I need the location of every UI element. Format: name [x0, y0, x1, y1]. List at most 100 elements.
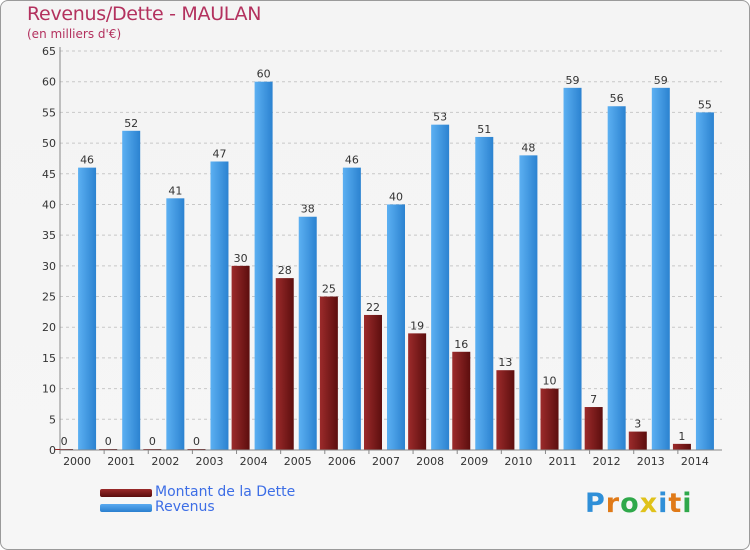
bar-revenus: [342, 167, 361, 450]
bar-revenus: [475, 136, 494, 450]
y-tick-label: 45: [42, 168, 56, 181]
x-tick-label: 2014: [681, 455, 709, 468]
data-label: 0: [105, 435, 112, 448]
data-label: 10: [543, 375, 557, 388]
bar-revenus: [695, 112, 714, 450]
y-tick-label: 40: [42, 198, 56, 211]
legend-swatch-revenus: [100, 504, 152, 512]
data-label: 25: [322, 283, 336, 296]
bar-revenus: [563, 87, 582, 450]
y-axis: 0 5 10 15 20 25 30 35 40 45 50 55 60 65: [42, 45, 61, 457]
x-tick-label: 2000: [63, 455, 91, 468]
bar-dette: [452, 351, 471, 450]
logo-letter: o: [620, 488, 640, 519]
data-label: 47: [212, 147, 226, 160]
x-tick-label: 2008: [416, 455, 444, 468]
data-label: 55: [698, 98, 712, 111]
y-tick-label: 30: [42, 260, 56, 273]
x-tick-label: 2004: [240, 455, 268, 468]
logo-letter: r: [605, 488, 621, 519]
data-label: 40: [389, 190, 403, 203]
bar-revenus: [210, 161, 229, 450]
data-label: 22: [366, 301, 380, 314]
data-label: 48: [521, 141, 535, 154]
data-label: 51: [477, 123, 491, 136]
y-tick-label: 0: [49, 444, 56, 457]
bar-revenus: [122, 130, 141, 451]
proxiti-logo: Proxiti: [585, 488, 693, 519]
bar-dette: [231, 265, 250, 450]
data-label: 19: [410, 319, 424, 332]
data-label: 0: [61, 435, 68, 448]
y-tick-label: 60: [42, 76, 56, 89]
bar-revenus: [78, 167, 97, 450]
data-label: 46: [80, 154, 94, 167]
x-tick-label: 2001: [107, 455, 135, 468]
bar-revenus: [519, 155, 538, 450]
legend-label-revenus: Revenus: [155, 499, 215, 515]
x-tick-label: 2007: [372, 455, 400, 468]
y-tick-label: 15: [42, 352, 56, 365]
logo-letter: P: [585, 488, 606, 519]
data-label: 59: [654, 74, 668, 87]
legend-swatch-dette: [100, 489, 152, 497]
data-label: 56: [610, 92, 624, 105]
legend-label-dette: Montant de la Dette: [155, 484, 296, 500]
data-label: 0: [193, 435, 200, 448]
y-tick-label: 10: [42, 383, 56, 396]
data-label: 16: [454, 338, 468, 351]
data-label: 28: [278, 264, 292, 277]
bar-dette: [319, 296, 338, 450]
bar-revenus: [651, 87, 670, 450]
y-tick-label: 65: [42, 45, 56, 58]
bar-dette: [364, 314, 382, 450]
data-label: 38: [301, 203, 315, 216]
x-tick-label: 2013: [637, 455, 665, 468]
bar-revenus: [607, 106, 626, 450]
data-label: 41: [168, 184, 182, 197]
chart-title: Revenus/Dette - MAULAN: [27, 3, 262, 25]
logo-letter: i: [658, 488, 669, 519]
data-label: 7: [590, 393, 597, 406]
data-label: 60: [257, 68, 271, 81]
data-label: 59: [566, 74, 580, 87]
x-tick-label: 2006: [328, 455, 356, 468]
data-label: 30: [234, 252, 248, 265]
chart-subtitle: (en milliers d'€): [27, 27, 122, 41]
y-tick-label: 35: [42, 229, 56, 242]
bar-dette: [540, 388, 559, 450]
bar-revenus: [254, 81, 273, 450]
x-axis: 2000 2001 2002 2003 2004 2005 2006 2007 2008 2009…: [59, 449, 722, 468]
data-labels: 0460520410473060283825462240195316511348…: [61, 68, 712, 448]
data-label: 3: [634, 418, 641, 431]
y-tick-label: 25: [42, 291, 56, 304]
bar-dette: [672, 443, 691, 450]
logo-letter: t: [668, 488, 683, 519]
logo-letter: i: [682, 488, 693, 519]
bar-revenus: [431, 124, 450, 451]
logo-letter: x: [639, 488, 659, 519]
x-tick-label: 2005: [284, 455, 312, 468]
data-label: 46: [345, 154, 359, 167]
data-label: 0: [149, 435, 156, 448]
data-label: 1: [678, 430, 685, 443]
bar-dette: [275, 278, 294, 450]
x-tick-label: 2009: [460, 455, 488, 468]
bar-dette: [408, 333, 427, 450]
bar-dette: [496, 370, 515, 450]
x-tick-label: 2010: [504, 455, 532, 468]
y-tick-label: 55: [42, 106, 56, 119]
bar-dette: [584, 407, 603, 450]
data-label: 52: [124, 117, 138, 130]
bars: [55, 81, 714, 451]
data-label: 13: [498, 356, 512, 369]
x-tick-label: 2002: [151, 455, 179, 468]
bar-dette: [628, 431, 647, 450]
bar-revenus: [387, 204, 405, 450]
bar-revenus: [166, 198, 185, 450]
data-label: 53: [433, 111, 447, 124]
x-tick-label: 2003: [195, 455, 223, 468]
x-tick-label: 2011: [549, 455, 577, 468]
bar-revenus: [298, 216, 317, 450]
y-tick-label: 20: [42, 321, 56, 334]
